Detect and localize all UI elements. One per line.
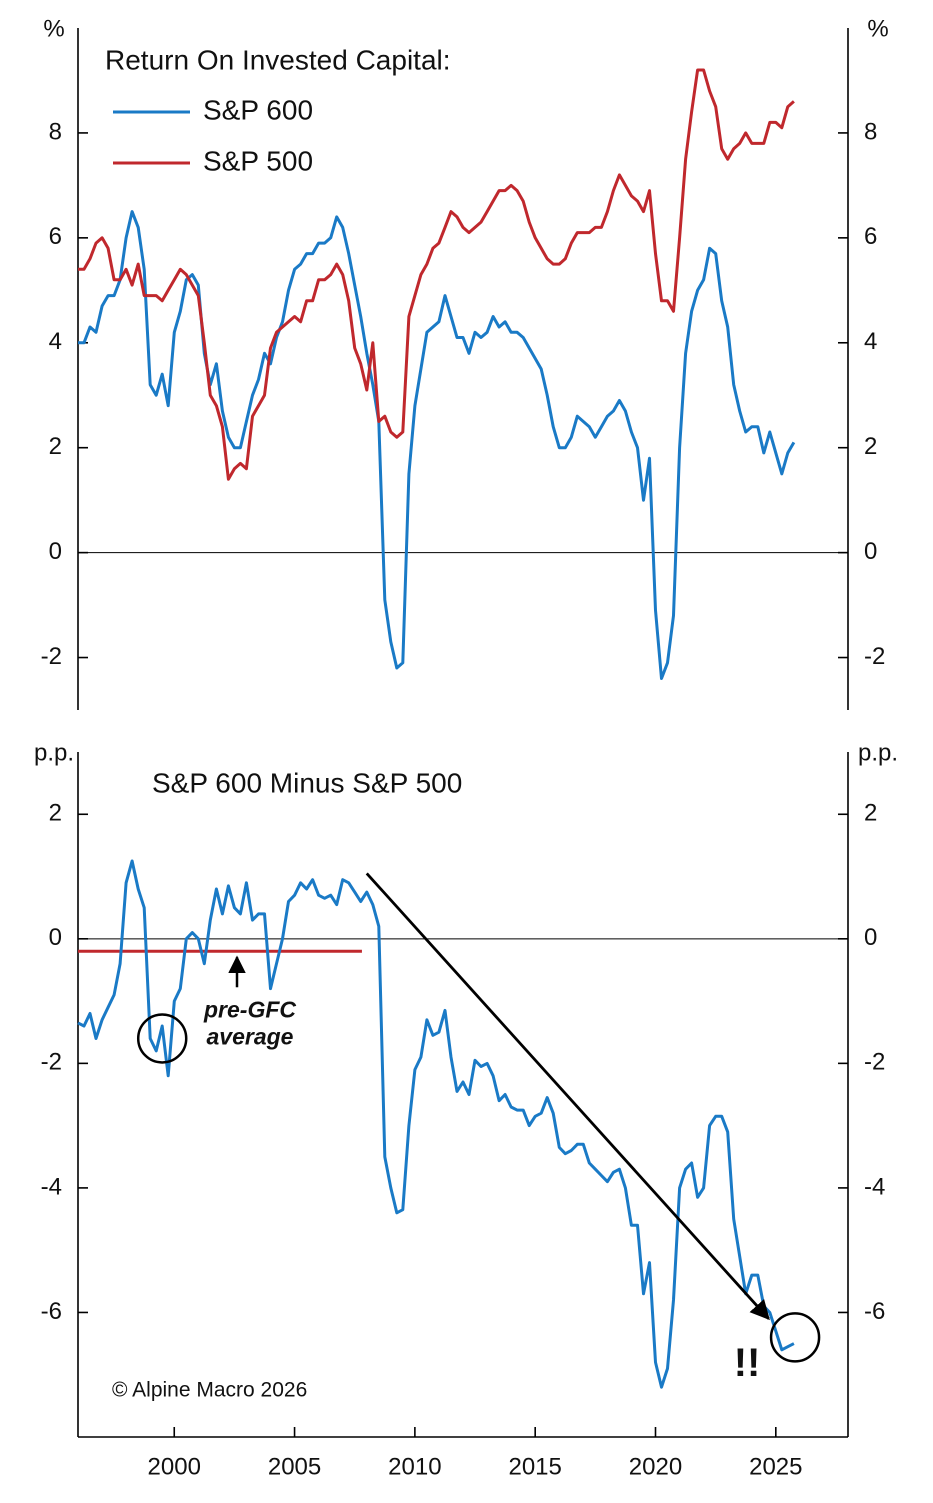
y-tick-label-right: 2 bbox=[864, 800, 877, 827]
unit-label-left: p.p. bbox=[34, 739, 74, 766]
y-tick-label: 2 bbox=[49, 433, 62, 460]
source-note: © Alpine Macro 2026 bbox=[112, 1379, 307, 1402]
x-tick-label: 2025 bbox=[749, 1453, 802, 1480]
y-tick-label-right: -2 bbox=[864, 643, 885, 670]
legend-label: S&P 600 bbox=[203, 94, 313, 125]
emphasis: !! bbox=[734, 1341, 761, 1385]
y-tick-label: 6 bbox=[49, 223, 62, 250]
y-tick-label: 0 bbox=[49, 924, 62, 951]
x-tick-label: 2005 bbox=[268, 1453, 321, 1480]
y-tick-label-right: 4 bbox=[864, 328, 877, 355]
highlight-circle bbox=[769, 1312, 821, 1363]
reference-label: average bbox=[207, 1023, 294, 1049]
y-tick-label: 2 bbox=[49, 800, 62, 827]
y-tick-label: -4 bbox=[41, 1173, 62, 1200]
x-tick-label: 2010 bbox=[388, 1453, 441, 1480]
x-tick-label: 2000 bbox=[148, 1453, 201, 1480]
series-line bbox=[78, 68, 795, 481]
chart-title: Return On Invested Capital: bbox=[105, 44, 451, 75]
y-tick-label-right: 2 bbox=[864, 433, 877, 460]
trend-arrow bbox=[365, 872, 770, 1321]
y-tick-label-right: -4 bbox=[864, 1173, 885, 1200]
y-tick-label: -2 bbox=[41, 1049, 62, 1076]
reference-label: pre-GFC bbox=[203, 996, 296, 1022]
y-tick-label-right: 0 bbox=[864, 538, 877, 565]
y-tick-label-right: 0 bbox=[864, 924, 877, 951]
unit-label-left: % bbox=[43, 15, 64, 42]
y-tick-label-right: 6 bbox=[864, 223, 877, 250]
y-tick-label-right: -6 bbox=[864, 1298, 885, 1325]
series-line bbox=[78, 210, 796, 680]
y-tick-label: -6 bbox=[41, 1298, 62, 1325]
y-tick-label: 0 bbox=[49, 538, 62, 565]
y-tick-label-right: 8 bbox=[864, 118, 877, 145]
x-tick-label: 2015 bbox=[508, 1453, 561, 1480]
unit-label-right: % bbox=[867, 15, 888, 42]
legend-label: S&P 500 bbox=[203, 145, 313, 176]
y-tick-label-right: -2 bbox=[864, 1049, 885, 1076]
y-tick-label: 8 bbox=[49, 118, 62, 145]
series-line bbox=[77, 859, 795, 1389]
y-tick-label: 4 bbox=[49, 328, 62, 355]
y-tick-label: -2 bbox=[41, 643, 62, 670]
highlight-circle bbox=[136, 1013, 188, 1064]
chart-title: S&P 600 Minus S&P 500 bbox=[152, 767, 462, 798]
x-tick-label: 2020 bbox=[629, 1453, 682, 1480]
unit-label-right: p.p. bbox=[858, 739, 898, 766]
